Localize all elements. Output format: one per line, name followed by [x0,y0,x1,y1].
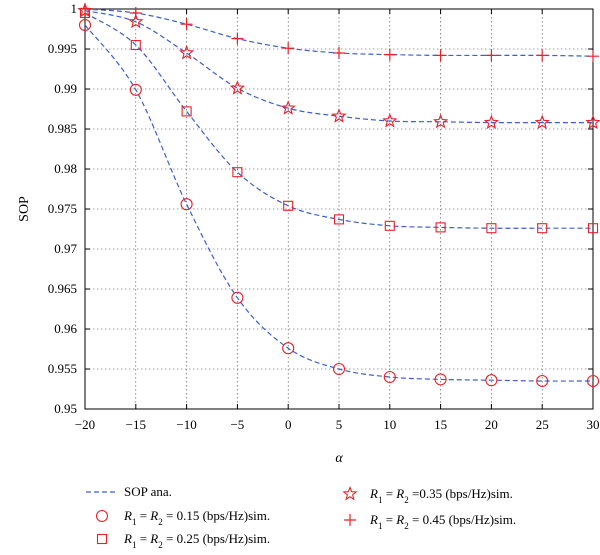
legend-marker-4 [344,514,356,526]
series-2-point [232,167,243,178]
series-3-point [483,114,500,130]
series-2-point [130,39,141,51]
series-4-point [587,50,599,63]
x-tick-label: 30 [587,417,600,432]
series-1-point [485,374,498,387]
x-axis-title: α [335,451,343,466]
x-tick-label: 15 [434,417,447,432]
series-1-point [383,370,396,384]
y-tick-label: 0.98 [54,161,77,176]
series-4-point [180,18,193,31]
y-tick-label: 1 [71,1,78,16]
series-3-point [432,113,449,129]
axes: −20 −15 −10 −5 0 5 10 15 20 25 30 0.95 0.955 0.96 0.96… [17,1,600,466]
series-3-point [128,13,144,29]
x-tick-label: 20 [485,417,498,432]
y-tick-label: 0.975 [48,201,77,216]
series-1-point [78,18,92,32]
series-3-point [534,114,550,130]
legend-label-1: R1 = R2 = 0.15 (bps/Hz)sim. [123,508,270,527]
series-1-analysis-line [84,24,594,382]
series-2-point [587,223,599,234]
series-1-point [332,362,346,376]
series-1-point [282,342,295,355]
y-tick-label: 0.965 [48,281,77,296]
series-3-point [178,44,195,60]
y-tick-label: 0.97 [54,241,77,256]
legend-marker-2 [96,533,108,545]
x-tick-label: −20 [75,417,95,432]
x-tick-label: 5 [336,417,343,432]
legend: SOP ana. R1 = R2 = 0.15 (bps/Hz)sim. R1 = … [86,484,516,550]
series-1-point [129,83,142,96]
y-tick-label: 0.995 [48,41,77,56]
legend-label-2: R1 = R2 = 0.25 (bps/Hz)sim. [123,531,270,550]
x-tick-label: 0 [285,417,292,432]
series-2-point [435,222,446,233]
y-axis-title: SOP [17,196,32,222]
series-1-point [434,373,447,386]
series-2-point [283,200,294,211]
series-4-point [485,49,498,62]
series-3-point [382,112,398,128]
series-2-point [486,223,497,234]
y-tick-label: 0.985 [48,121,77,136]
series-2-point [333,214,345,225]
series-1-point [536,374,549,388]
series-2-point [384,220,395,231]
series-3-point [229,80,246,95]
x-tick-label: 10 [383,417,396,432]
series-4-point [383,48,396,61]
series-4-point [231,32,244,45]
series-4-point [536,49,549,62]
legend-marker-3 [342,485,358,501]
y-tick-label: 0.955 [48,361,77,376]
series-1-point [180,198,193,211]
series-4-point [129,7,142,19]
x-tick-label: −5 [230,417,244,432]
y-tick-label: 0.95 [54,401,77,416]
legend-label-3: R1 = R2 =0.35 (bps/Hz)sim. [369,486,513,505]
y-tick-label: 0.99 [54,81,77,96]
series-1-point [231,291,244,304]
series-4-point [434,49,447,62]
legend-analysis-label: SOP ana. [124,484,172,499]
series-2-point [537,223,548,234]
series-3-point [280,100,296,115]
series-4-point [79,3,91,15]
legend-label-4: R1 = R2 = 0.45 (bps/Hz)sim. [369,512,516,531]
series-3-point [585,114,600,130]
y-tick-label: 0.96 [54,321,77,336]
series-2-point [181,106,192,117]
grid [84,8,594,410]
series-4-point [333,47,345,59]
legend-marker-1 [95,509,109,523]
series-1-point [586,374,600,388]
series-3-point [331,108,347,123]
x-tick-label: −10 [176,417,196,432]
x-tick-label: 25 [536,417,549,432]
x-tick-label: −15 [126,417,146,432]
series-4-point [282,42,295,55]
series-layer [77,2,600,388]
